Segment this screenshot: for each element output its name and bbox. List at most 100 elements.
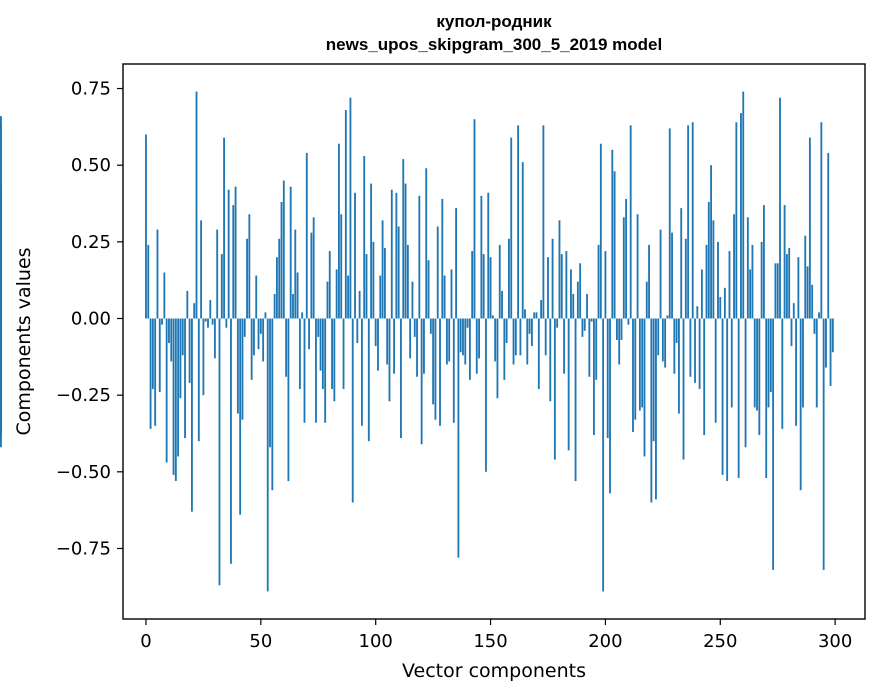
- bar: [781, 318, 784, 429]
- bar: [347, 275, 350, 319]
- bar: [572, 293, 575, 319]
- chart-title: купол-родник: [436, 12, 552, 31]
- bar: [315, 318, 317, 423]
- bar: [719, 297, 722, 319]
- bar: [487, 192, 490, 319]
- bar: [236, 318, 239, 414]
- bar: [576, 281, 579, 319]
- bar: [783, 205, 786, 319]
- bar: [501, 290, 503, 319]
- bar: [445, 318, 448, 365]
- bar: [298, 318, 301, 390]
- bar: [292, 293, 294, 319]
- bar: [597, 244, 600, 319]
- y-tick-label: 0.75: [71, 79, 111, 100]
- bar: [174, 318, 177, 482]
- bar: [372, 241, 375, 319]
- bar: [383, 247, 386, 319]
- chart-subtitle: news_upos_skipgram_300_5_2019 model: [325, 35, 663, 54]
- bar: [455, 208, 458, 319]
- bar: [682, 318, 685, 460]
- bar: [751, 244, 754, 319]
- bar: [717, 241, 719, 319]
- bar: [193, 303, 196, 319]
- bar: [558, 220, 561, 319]
- bar: [503, 318, 506, 380]
- bar: [434, 318, 437, 420]
- bar: [218, 318, 221, 586]
- bar: [207, 318, 209, 328]
- bar: [634, 318, 637, 420]
- bar: [650, 318, 653, 503]
- bar: [354, 192, 356, 319]
- bar: [602, 318, 605, 592]
- bar: [567, 318, 570, 451]
- bar: [795, 318, 797, 426]
- bar: [661, 318, 664, 362]
- bar: [638, 318, 641, 411]
- bar: [388, 318, 391, 402]
- bar: [811, 284, 814, 319]
- bar: [712, 220, 715, 319]
- bar: [395, 192, 398, 319]
- plot-frame: [122, 63, 866, 620]
- bar: [468, 318, 471, 380]
- y-tick-label: 0.00: [71, 309, 111, 330]
- bar: [779, 97, 781, 319]
- bar: [553, 318, 556, 460]
- bar: [184, 318, 186, 439]
- bar: [721, 318, 724, 475]
- bar: [512, 318, 515, 365]
- bar: [331, 318, 333, 390]
- bar: [595, 318, 598, 380]
- x-tick-label: 200: [588, 631, 622, 652]
- bar: [432, 318, 435, 405]
- bar: [266, 318, 269, 592]
- bar: [537, 318, 540, 390]
- bar: [223, 137, 225, 319]
- bar: [319, 318, 322, 371]
- bar: [606, 318, 609, 439]
- bar: [737, 318, 740, 478]
- bar: [188, 318, 191, 383]
- bar: [344, 109, 347, 319]
- bar: [730, 318, 733, 408]
- bar: [668, 128, 671, 319]
- bar: [170, 318, 173, 362]
- bar: [581, 318, 584, 337]
- bar: [735, 122, 738, 319]
- bar: [145, 134, 147, 319]
- bar: [813, 318, 816, 334]
- bar: [675, 318, 678, 344]
- bar: [671, 232, 673, 319]
- bar: [209, 300, 212, 319]
- bar: [278, 238, 281, 319]
- bar: [728, 251, 731, 319]
- bar: [338, 143, 340, 319]
- bar: [563, 318, 565, 374]
- bar: [312, 217, 315, 319]
- bar: [349, 97, 352, 319]
- bar: [168, 318, 170, 344]
- bar: [377, 318, 379, 371]
- bar: [409, 318, 412, 359]
- bar: [785, 254, 788, 319]
- bar: [818, 312, 820, 319]
- bar: [517, 125, 520, 319]
- bar: [308, 318, 310, 350]
- bar: [273, 293, 276, 319]
- bar: [294, 229, 297, 319]
- bar: [528, 318, 531, 334]
- bar: [652, 318, 655, 442]
- bar: [632, 318, 634, 432]
- bar: [216, 229, 219, 319]
- bar: [533, 312, 536, 319]
- bar: [673, 318, 676, 374]
- bar: [540, 300, 543, 319]
- bar: [443, 275, 446, 319]
- bar: [705, 244, 708, 319]
- bar: [643, 318, 646, 457]
- bar: [604, 251, 607, 319]
- x-tick-label: 50: [249, 631, 272, 652]
